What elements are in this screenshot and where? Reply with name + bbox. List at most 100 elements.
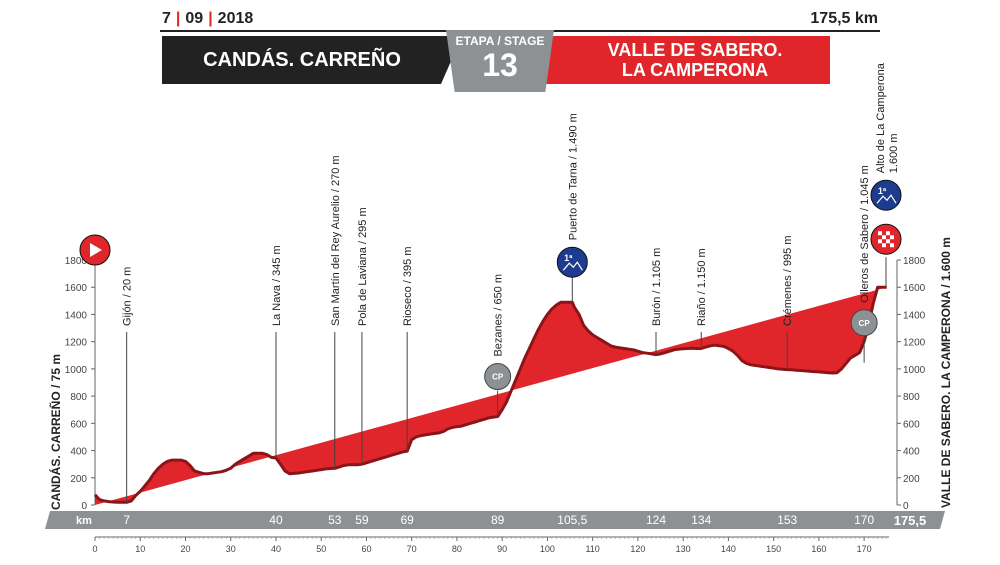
date-separator: | bbox=[208, 10, 213, 27]
y-tick-label-left: 600 bbox=[70, 419, 87, 430]
climb-cat1-text: 1ª bbox=[564, 253, 573, 263]
x-tick-label: 20 bbox=[180, 544, 190, 554]
km-band-value: 134 bbox=[691, 513, 711, 527]
date-month: 09 bbox=[185, 10, 204, 27]
x-tick-label: 50 bbox=[316, 544, 326, 554]
y-tick-label-left: 1600 bbox=[65, 283, 88, 294]
km-band-value: 105,5 bbox=[557, 513, 587, 527]
y-tick-label-right: 0 bbox=[903, 501, 909, 512]
finish-side-label: VALLE DE SABERO. LA CAMPERONA / 1.600 m bbox=[939, 237, 953, 508]
km-band-final: 175,5 bbox=[894, 513, 927, 528]
finish-town-banner: VALLE DE SABERO. LA CAMPERONA bbox=[540, 36, 830, 84]
waypoint-label: Puerto de Tarna / 1.490 m bbox=[567, 113, 579, 240]
km-band-value: 124 bbox=[646, 513, 666, 527]
sprint-cp-text: CP bbox=[859, 319, 871, 328]
km-band-value: 7 bbox=[123, 513, 130, 527]
stage-date: 7 | 09 | 2018 bbox=[162, 10, 253, 28]
start-town-banner: CANDÁS. CARREÑO bbox=[162, 36, 462, 84]
climb-cat1-icon bbox=[556, 246, 588, 278]
waypoint-label: La Nava / 345 m bbox=[271, 245, 283, 326]
y-tick-label-right: 1000 bbox=[903, 365, 926, 376]
finish-flag-square bbox=[878, 231, 882, 236]
play-icon bbox=[90, 243, 102, 257]
sprint-cp-icon bbox=[850, 309, 878, 337]
y-tick-label-left: 1800 bbox=[65, 256, 88, 267]
finish-flag-square bbox=[882, 243, 886, 248]
y-tick-label-left: 1200 bbox=[65, 338, 88, 349]
y-tick-label-right: 600 bbox=[903, 419, 920, 430]
y-tick-label-right: 1400 bbox=[903, 310, 926, 321]
waypoint-label: Rioseco / 395 m bbox=[402, 247, 414, 326]
date-separator: | bbox=[175, 10, 181, 27]
km-band-value: 69 bbox=[400, 513, 414, 527]
y-tick-label-left: 0 bbox=[81, 501, 87, 512]
x-tick-label: 60 bbox=[361, 544, 371, 554]
y-tick-label-right: 1600 bbox=[903, 283, 926, 294]
x-tick-label: 80 bbox=[452, 544, 462, 554]
km-band-label: km bbox=[76, 515, 92, 527]
elevation-profile-area bbox=[95, 287, 887, 505]
elevation-profile-edge bbox=[93, 285, 887, 504]
km-band-value: 89 bbox=[491, 513, 505, 527]
stage-number-badge: ETAPA / STAGE 13 bbox=[446, 30, 554, 92]
waypoint-label: Pola de Laviana / 295 m bbox=[357, 207, 369, 326]
waypoint-label: Gijón / 20 m bbox=[122, 267, 134, 326]
x-tick-label: 0 bbox=[92, 544, 97, 554]
waypoint-label: San Martín del Rey Aurelio / 270 m bbox=[330, 155, 342, 326]
y-tick-label-left: 800 bbox=[70, 392, 87, 403]
finish-flag-square bbox=[886, 231, 890, 236]
mountain-icon bbox=[562, 261, 583, 271]
waypoint-label: Crémenes / 995 m bbox=[782, 236, 794, 326]
y-tick-label-right: 200 bbox=[903, 474, 920, 485]
y-tick-label-right: 400 bbox=[903, 447, 920, 458]
finish-town-line1: VALLE DE SABERO. bbox=[607, 40, 783, 60]
start-side-label: CANDÁS. CARREÑO / 75 m bbox=[48, 354, 63, 510]
climb-cat1-icon bbox=[870, 179, 902, 211]
finish-flag-square bbox=[886, 239, 890, 244]
x-tick-label: 110 bbox=[585, 544, 599, 554]
waypoint-label: Olleros de Sabero / 1.045 m bbox=[859, 165, 871, 303]
y-tick-label-left: 400 bbox=[70, 447, 87, 458]
x-tick-label: 160 bbox=[811, 544, 826, 554]
x-tick-label: 30 bbox=[226, 544, 236, 554]
x-tick-label: 140 bbox=[721, 544, 736, 554]
km-band-value: 170 bbox=[854, 513, 874, 527]
waypoint-label: Riaño / 1.150 m bbox=[696, 248, 708, 326]
finish-town-line2: LA CAMPERONA bbox=[621, 60, 769, 80]
y-tick-label-right: 800 bbox=[903, 392, 920, 403]
sprint-cp-text: CP bbox=[492, 373, 504, 382]
km-band-value: 53 bbox=[328, 513, 342, 527]
finish-flag-square bbox=[882, 235, 886, 240]
stage-label: ETAPA / STAGE bbox=[455, 34, 545, 48]
finish-flag-square bbox=[890, 243, 894, 248]
stage-distance: 175,5 km bbox=[810, 10, 878, 27]
waypoint-label: Burón / 1.105 m bbox=[651, 248, 663, 326]
x-tick-label: 120 bbox=[630, 544, 645, 554]
x-tick-label: 90 bbox=[497, 544, 507, 554]
finish-flag-square bbox=[878, 239, 882, 244]
y-tick-label-left: 1400 bbox=[65, 310, 88, 321]
y-tick-label-right: 1200 bbox=[903, 338, 926, 349]
x-tick-label: 70 bbox=[407, 544, 417, 554]
summit-name-label: Alto de La Camperona bbox=[875, 62, 887, 173]
finish-flag-square bbox=[890, 235, 894, 240]
y-tick-label-left: 200 bbox=[70, 474, 87, 485]
km-band-value: 153 bbox=[777, 513, 797, 527]
date-year: 2018 bbox=[217, 10, 254, 27]
km-band-value: 40 bbox=[269, 513, 283, 527]
waypoint-label: Bezanes / 650 m bbox=[493, 274, 505, 357]
stage-number: 13 bbox=[482, 47, 518, 83]
date-day: 7 bbox=[162, 10, 171, 27]
sprint-cp-icon bbox=[484, 363, 512, 391]
summit-elevation-label: 1.600 m bbox=[888, 133, 900, 173]
mountain-icon bbox=[876, 194, 897, 204]
x-tick-label: 100 bbox=[540, 544, 555, 554]
start-town-name: CANDÁS. CARREÑO bbox=[203, 48, 401, 71]
x-tick-label: 10 bbox=[135, 544, 145, 554]
x-tick-label: 170 bbox=[857, 544, 872, 554]
y-tick-label-left: 1000 bbox=[65, 365, 88, 376]
climb-cat1-text: 1ª bbox=[878, 186, 887, 196]
x-tick-label: 150 bbox=[766, 544, 781, 554]
x-tick-label: 130 bbox=[676, 544, 691, 554]
